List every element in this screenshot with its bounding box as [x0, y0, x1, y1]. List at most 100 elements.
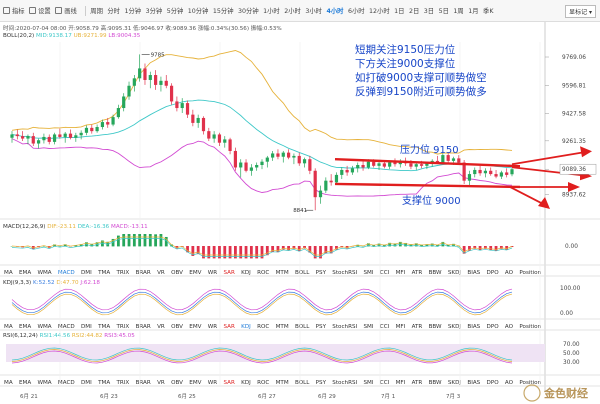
indicator-tab-ao[interactable]: AO: [504, 323, 514, 330]
indicator-tab-skdj[interactable]: SKDJ: [447, 269, 462, 276]
indicator-tab-atr[interactable]: ATR: [411, 323, 423, 330]
indicator-tab-mfi[interactable]: MFI: [395, 379, 406, 386]
indicator-tab-wr[interactable]: WR: [207, 269, 218, 276]
indicator-tab-ma[interactable]: MA: [4, 379, 13, 386]
indicator-tab-brar[interactable]: BRAR: [135, 269, 151, 276]
toolbar-item-2[interactable]: 画线: [64, 8, 77, 15]
indicator-tab-vr[interactable]: VR: [157, 323, 165, 330]
indicator-tab-sar[interactable]: SAR: [223, 323, 235, 330]
toolbar-item-8[interactable]: 10分钟: [187, 8, 209, 15]
toolbar-item-17[interactable]: 1日: [394, 8, 405, 15]
toolbar-item-3[interactable]: 周期: [90, 8, 103, 15]
indicator-tab-wma[interactable]: WMA: [37, 269, 52, 276]
indicator-tab-stochrsi[interactable]: StochRSI: [332, 379, 358, 386]
toolbar-item-20[interactable]: 5日: [438, 8, 449, 15]
toolbar-item-21[interactable]: 1周: [453, 8, 464, 15]
indicator-tab-dpo[interactable]: DPO: [486, 379, 499, 386]
indicator-tab-ma[interactable]: MA: [4, 269, 13, 276]
toolbar-item-16[interactable]: 12小时: [369, 8, 390, 15]
indicator-tab-brar[interactable]: BRAR: [135, 379, 151, 386]
indicator-tab-stochrsi[interactable]: StochRSI: [332, 269, 358, 276]
indicator-tab-wma[interactable]: WMA: [37, 379, 52, 386]
toolbar-item-14[interactable]: 4小时: [326, 8, 344, 15]
indicator-tab-emv[interactable]: EMV: [189, 323, 202, 330]
indicator-tab-atr[interactable]: ATR: [411, 269, 423, 276]
indicator-tab-mfi[interactable]: MFI: [395, 323, 406, 330]
indicator-tab-emv[interactable]: EMV: [189, 269, 202, 276]
indicator-tab-psy[interactable]: PSY: [315, 269, 326, 276]
indicator-tab-obv[interactable]: OBV: [171, 269, 183, 276]
indicator-tab-mtm[interactable]: MTM: [275, 379, 289, 386]
indicator-tab-cci[interactable]: CCI: [379, 269, 390, 276]
indicator-tab-dpo[interactable]: DPO: [486, 269, 499, 276]
indicator-tab-vr[interactable]: VR: [157, 269, 165, 276]
indicator-tab-ema[interactable]: EMA: [18, 269, 32, 276]
toolbar-item-19[interactable]: 3日: [423, 8, 435, 15]
indicator-tab-dmi[interactable]: DMI: [81, 269, 92, 276]
indicator-tab-macd[interactable]: MACD: [57, 269, 75, 276]
toolbar-item-1[interactable]: 设置: [38, 8, 51, 15]
indicator-tab-position[interactable]: Position: [519, 269, 542, 276]
indicator-tab-skdj[interactable]: SKDJ: [447, 379, 462, 386]
toolbar-item-4[interactable]: 分时: [107, 8, 120, 15]
indicator-tab-emv[interactable]: EMV: [189, 379, 202, 386]
indicator-tab-tma[interactable]: TMA: [98, 379, 111, 386]
toolbar-item-7[interactable]: 5分钟: [166, 8, 184, 15]
indicator-tab-roc[interactable]: ROC: [257, 269, 270, 276]
indicator-tab-skdj[interactable]: SKDJ: [447, 323, 462, 330]
show-marks-select[interactable]: 显标记 ▾: [565, 5, 596, 18]
indicator-tab-bias[interactable]: BIAS: [467, 323, 481, 330]
indicator-tab-wr[interactable]: WR: [207, 379, 218, 386]
toolbar-item-11[interactable]: 1小时: [263, 8, 280, 15]
toolbar-item-6[interactable]: 3分钟: [145, 8, 163, 15]
indicator-tab-bias[interactable]: BIAS: [467, 379, 481, 386]
indicator-tab-ema[interactable]: EMA: [18, 379, 32, 386]
indicator-tab-bbw[interactable]: BBW: [428, 379, 442, 386]
indicator-tab-brar[interactable]: BRAR: [135, 323, 151, 330]
indicator-tab-smi[interactable]: SMI: [363, 323, 374, 330]
indicator-tab-cci[interactable]: CCI: [379, 323, 390, 330]
indicator-tab-sar[interactable]: SAR: [223, 379, 235, 386]
indicator-tab-roc[interactable]: ROC: [257, 323, 270, 330]
indicator-tab-mtm[interactable]: MTM: [275, 323, 289, 330]
indicator-tab-bbw[interactable]: BBW: [428, 269, 442, 276]
indicator-tab-ao[interactable]: AO: [504, 379, 514, 386]
toolbar-item-9[interactable]: 15分钟: [212, 8, 234, 15]
indicator-tab-ma[interactable]: MA: [4, 323, 13, 330]
indicator-tab-macd[interactable]: MACD: [57, 379, 75, 386]
indicator-tab-trix[interactable]: TRIX: [116, 269, 130, 276]
toolbar-item-5[interactable]: 1分钟: [124, 8, 142, 15]
indicator-tab-bias[interactable]: BIAS: [467, 269, 481, 276]
indicator-tab-wma[interactable]: WMA: [37, 323, 52, 330]
indicator-tab-trix[interactable]: TRIX: [116, 323, 130, 330]
toolbar-item-13[interactable]: 3小时: [305, 8, 322, 15]
indicator-tab-roc[interactable]: ROC: [257, 379, 270, 386]
indicator-tab-macd[interactable]: MACD: [57, 323, 75, 330]
indicator-tab-smi[interactable]: SMI: [363, 269, 374, 276]
indicator-tab-boll[interactable]: BOLL: [294, 379, 310, 386]
indicator-tab-sar[interactable]: SAR: [223, 269, 235, 276]
indicator-tab-bbw[interactable]: BBW: [428, 323, 442, 330]
indicator-tab-wr[interactable]: WR: [207, 323, 218, 330]
indicator-tab-psy[interactable]: PSY: [315, 379, 326, 386]
indicator-tab-smi[interactable]: SMI: [363, 379, 374, 386]
indicator-tab-tma[interactable]: TMA: [98, 269, 111, 276]
indicator-tab-obv[interactable]: OBV: [171, 323, 183, 330]
indicator-tab-tma[interactable]: TMA: [98, 323, 111, 330]
toolbar-item-12[interactable]: 2小时: [284, 8, 301, 15]
indicator-tab-kdj[interactable]: KDJ: [241, 379, 251, 386]
indicator-tab-stochrsi[interactable]: StochRSI: [332, 323, 358, 330]
toolbar-item-23[interactable]: 季K: [483, 8, 494, 15]
indicator-tab-boll[interactable]: BOLL: [294, 323, 310, 330]
indicator-tab-dpo[interactable]: DPO: [486, 323, 499, 330]
toolbar-item-22[interactable]: 1月: [468, 8, 479, 15]
indicator-tab-kdj[interactable]: KDJ: [241, 269, 251, 276]
toolbar-item-18[interactable]: 2日: [408, 8, 420, 15]
toolbar-item-15[interactable]: 6小时: [347, 8, 365, 15]
indicator-tab-cci[interactable]: CCI: [379, 379, 390, 386]
indicator-tab-mtm[interactable]: MTM: [275, 269, 289, 276]
indicator-tab-ema[interactable]: EMA: [18, 323, 32, 330]
indicator-tab-vr[interactable]: VR: [157, 379, 165, 386]
indicator-tab-position[interactable]: Position: [519, 379, 542, 386]
indicator-tab-psy[interactable]: PSY: [315, 323, 326, 330]
